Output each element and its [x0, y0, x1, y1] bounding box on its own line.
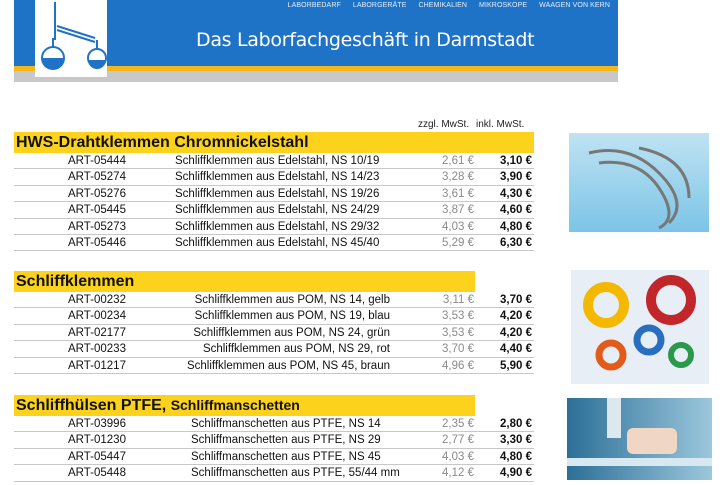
gross-price: 3,70 € — [500, 294, 532, 306]
net-price: 3,11 € — [442, 294, 474, 306]
section-schliffklemmen: Schliffklemmen ART-00232 Schliffklemmen a… — [14, 271, 534, 374]
product-description: Schliffklemmen aus POM, NS 14, gelb — [194, 294, 390, 306]
article-code: ART-05448 — [68, 467, 126, 480]
gross-price: 3,90 € — [500, 171, 532, 184]
nav-chemikalien[interactable]: CHEMIKALIEN — [418, 2, 468, 9]
section-title-part: Schliffhülsen PTFE, — [16, 397, 167, 414]
product-description: Schliffmanschetten aus PTFE, NS 29 — [191, 434, 381, 447]
net-price: 3,28 € — [442, 171, 474, 184]
header-banner: LABORBEDARF LABORGERÄTE CHEMIKALIEN MIKR… — [14, 0, 618, 82]
article-code: ART-05276 — [68, 187, 126, 200]
article-code: ART-00233 — [68, 343, 126, 356]
net-price: 3,61 € — [442, 187, 474, 200]
article-code: ART-02177 — [68, 326, 126, 339]
section-title: HWS-Drahtklemmen Chromnickelstahl — [14, 132, 534, 153]
table-row: ART-05444 Schliffklemmen aus Edelstahl, N… — [14, 153, 534, 170]
section-title: Schliffklemmen — [14, 271, 475, 292]
article-code: ART-01217 — [68, 359, 126, 372]
gross-price: 6,30 € — [500, 236, 532, 249]
gross-price: 4,20 € — [500, 326, 532, 339]
net-price: 3,53 € — [442, 310, 474, 323]
gross-price: 4,60 € — [500, 204, 532, 217]
net-price: 4,96 € — [442, 359, 474, 372]
section-drahtklemmen: HWS-Drahtklemmen Chromnickelstahl ART-05… — [14, 132, 534, 252]
nav-laborbedarf[interactable]: LABORBEDARF — [287, 2, 341, 9]
distillation-logo-icon[interactable] — [35, 0, 107, 77]
article-code: ART-05444 — [68, 155, 126, 167]
article-code: ART-05274 — [68, 171, 126, 184]
product-description: Schliffklemmen aus Edelstahl, NS 29/32 — [175, 220, 380, 233]
table-row: ART-00234 Schliffklemmen aus POM, NS 19, … — [14, 308, 534, 325]
table-row: ART-05446 Schliffklemmen aus Edelstahl, N… — [14, 235, 534, 252]
net-price: 3,53 € — [442, 326, 474, 339]
net-price: 5,29 € — [442, 236, 474, 249]
gross-price: 4,80 € — [500, 450, 532, 463]
table-row: ART-05273 Schliffklemmen aus Edelstahl, N… — [14, 219, 534, 235]
wire-clamp-image — [569, 133, 709, 232]
ptfe-sleeve-image — [567, 398, 712, 480]
product-description: Schliffmanschetten aus PTFE, 55/44 mm — [191, 467, 400, 480]
net-price: 2,35 € — [442, 418, 474, 430]
product-description: Schliffklemmen aus Edelstahl, NS 10/19 — [175, 155, 380, 167]
gross-price: 4,30 € — [500, 187, 532, 200]
section-schliffhuelsen: Schliffhülsen PTFE, Schliffmanschetten A… — [14, 395, 534, 482]
gross-price: 5,90 € — [500, 359, 532, 372]
net-price: 4,03 € — [442, 450, 474, 463]
product-description: Schliffmanschetten aus PTFE, NS 45 — [191, 450, 381, 463]
gross-price: 4,90 € — [500, 467, 532, 480]
article-code: ART-00234 — [68, 310, 126, 323]
gross-column-header: inkl. MwSt. — [476, 119, 525, 130]
table-row: ART-00232 Schliffklemmen aus POM, NS 14, … — [14, 292, 534, 309]
article-code: ART-05445 — [68, 204, 126, 217]
article-code: ART-01230 — [68, 434, 126, 447]
product-description: Schliffklemmen aus POM, NS 29, rot — [202, 343, 390, 356]
gross-price: 4,20 € — [500, 310, 532, 323]
product-description: Schliffklemmen aus Edelstahl, NS 14/23 — [175, 171, 380, 184]
table-row: ART-05445 Schliffklemmen aus Edelstahl, N… — [14, 202, 534, 219]
net-price: 3,70 € — [442, 343, 474, 356]
product-description: Schliffklemmen aus POM, NS 45, braun — [186, 359, 390, 372]
gross-price: 2,80 € — [500, 418, 532, 430]
product-description: Schliffmanschetten aus PTFE, NS 14 — [191, 418, 381, 430]
pom-clamps-image — [571, 270, 709, 384]
gross-price: 4,40 € — [500, 343, 532, 356]
product-description: Schliffklemmen aus Edelstahl, NS 45/40 — [175, 236, 380, 249]
table-row: ART-03996 Schliffmanschetten aus PTFE, NS… — [14, 416, 534, 433]
table-row: ART-00233 Schliffklemmen aus POM, NS 29, … — [14, 341, 534, 358]
table-row: ART-05276 Schliffklemmen aus Edelstahl, N… — [14, 186, 534, 203]
net-price: 4,12 € — [442, 467, 474, 480]
top-nav: LABORBEDARF LABORGERÄTE CHEMIKALIEN MIKR… — [288, 2, 610, 9]
net-price: 2,61 € — [442, 155, 474, 167]
article-code: ART-05447 — [68, 450, 126, 463]
nav-waagen[interactable]: WAAGEN VON KERN — [539, 2, 610, 9]
article-code: ART-05273 — [68, 220, 126, 233]
table-row: ART-02177 Schliffklemmen aus POM, NS 24, … — [14, 325, 534, 342]
table-row: ART-05447 Schliffmanschetten aus PTFE, NS… — [14, 449, 534, 466]
product-description: Schliffklemmen aus POM, NS 24, grün — [193, 326, 390, 339]
gross-price: 4,80 € — [500, 220, 532, 233]
section-title: Schliffhülsen PTFE, Schliffmanschetten — [14, 395, 475, 416]
net-price: 4,03 € — [442, 220, 474, 233]
table-row: ART-05448 Schliffmanschetten aus PTFE, 55… — [14, 465, 534, 482]
product-description: Schliffklemmen aus Edelstahl, NS 19/26 — [175, 187, 380, 200]
table-row: ART-05274 Schliffklemmen aus Edelstahl, N… — [14, 169, 534, 186]
table-row: ART-01230 Schliffmanschetten aus PTFE, NS… — [14, 432, 534, 449]
nav-laborgeraete[interactable]: LABORGERÄTE — [352, 2, 407, 9]
article-code: ART-05446 — [68, 236, 126, 249]
net-column-header: zzgl. MwSt. — [418, 119, 470, 130]
gross-price: 3,10 € — [500, 155, 532, 167]
net-price: 3,87 € — [442, 204, 474, 217]
table-row: ART-01217 Schliffklemmen aus POM, NS 45, … — [14, 358, 534, 374]
product-description: Schliffklemmen aus Edelstahl, NS 24/29 — [175, 204, 380, 217]
section-title-part: Schliffmanschetten — [170, 397, 300, 413]
nav-mikroskope[interactable]: MIKROSKOPE — [479, 2, 528, 9]
article-code: ART-03996 — [68, 418, 126, 430]
tagline: Das Laborfachgeschäft in Darmstadt — [196, 29, 535, 51]
article-code: ART-00232 — [68, 294, 126, 306]
product-description: Schliffklemmen aus POM, NS 19, blau — [194, 310, 390, 323]
net-price: 2,77 € — [442, 434, 474, 447]
gross-price: 3,30 € — [500, 434, 532, 447]
